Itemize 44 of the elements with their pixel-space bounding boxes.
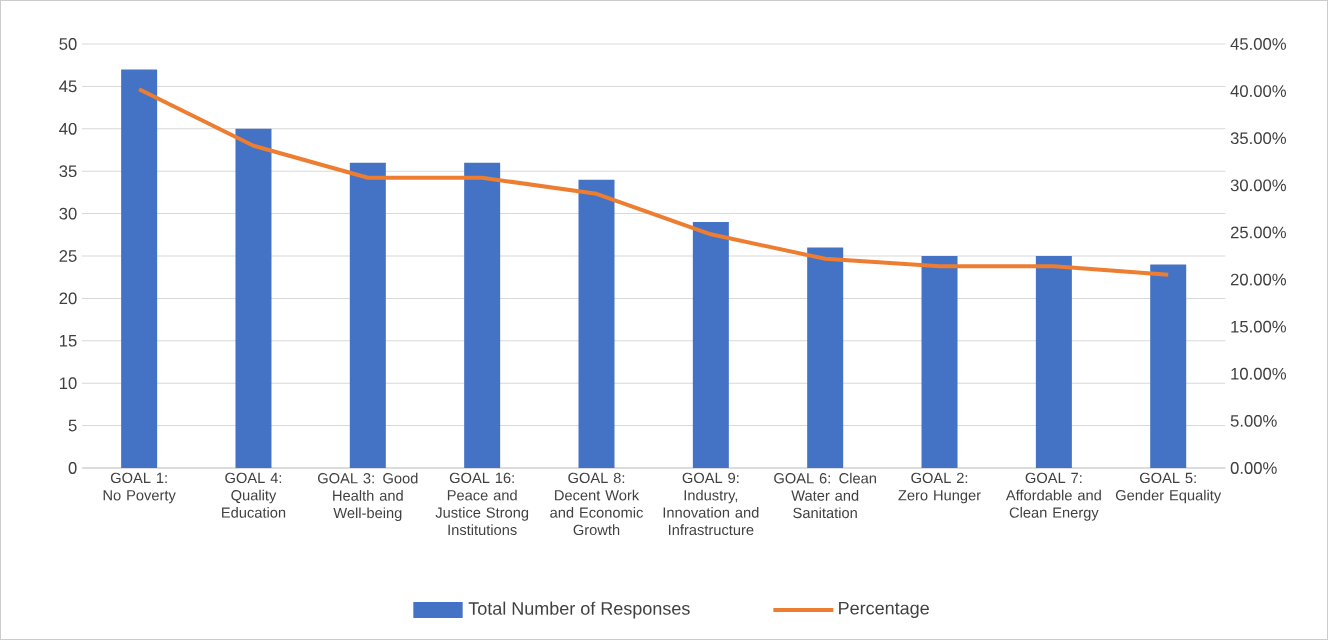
bar — [121, 69, 158, 469]
bar — [235, 128, 272, 469]
x-tick-label: GOAL 3: Good Health and Well-being — [318, 472, 418, 522]
bar — [1150, 264, 1187, 469]
x-tick-label: GOAL 9: Industry, Innovation and Infrastructure — [663, 472, 759, 536]
x-tick-label: GOAL 8: Decent Work and Economic Growth — [550, 472, 643, 536]
y-tick-label: 10 — [60, 377, 77, 390]
bar — [1035, 256, 1072, 469]
x-tick-label: GOAL 4: Quality Education — [222, 472, 286, 518]
x-tick-label: GOAL 1: No Poverty — [103, 472, 176, 504]
x-tick-label: GOAL 7: Affordable and Clean Energy — [1005, 472, 1101, 521]
y-tick-label: 35 — [59, 165, 77, 178]
y-tick-label: 50 — [59, 38, 77, 50]
legend-label: Percentage — [839, 601, 929, 619]
x-tick-label: GOAL 6: Clean Water and Sanitation — [774, 472, 876, 519]
x-tick-label: GOAL 5: Gender Equality — [1115, 472, 1222, 504]
y-tick-label: 15 — [60, 334, 77, 347]
y-tick-label: 40 — [59, 122, 77, 135]
y2-tick-label: 35.00% — [1230, 132, 1287, 145]
bar — [464, 162, 501, 469]
bar — [578, 179, 615, 469]
y2-tick-label: 25.00% — [1230, 226, 1287, 239]
y-tick-label: 20 — [59, 292, 77, 305]
y2-tick-label: 20.00% — [1230, 273, 1287, 286]
y-tick-label: 45 — [59, 80, 77, 93]
x-tick-label: GOAL 16: Peace and Justice Strong Institutions — [435, 472, 529, 536]
y-tick-label: 5 — [68, 419, 77, 432]
y2-tick-label: 40.00% — [1230, 85, 1287, 97]
bar — [807, 247, 844, 469]
legend-label: Total Number of Responses — [468, 601, 690, 619]
y2-tick-label: 10.00% — [1231, 367, 1287, 380]
y-tick-label: 30 — [59, 207, 77, 220]
y2-tick-label: 45.00% — [1230, 38, 1287, 50]
y2-tick-label: 15.00% — [1231, 320, 1287, 333]
line-series — [137, 87, 1171, 277]
y2-tick-label: 0.00% — [1230, 462, 1277, 474]
y-tick-label: 25 — [59, 250, 77, 262]
bar — [692, 222, 729, 469]
y2-tick-label: 30.00% — [1230, 179, 1287, 192]
x-tick-label: GOAL 2: Zero Hunger — [898, 472, 981, 504]
y2-tick-label: 5.00% — [1230, 415, 1277, 427]
y-tick-label: 0 — [68, 462, 77, 474]
bar — [349, 162, 386, 469]
bar — [921, 256, 958, 469]
